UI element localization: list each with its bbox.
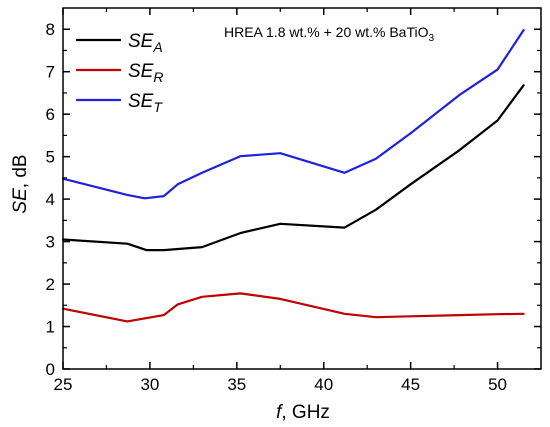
x-tick-label: 35 [227, 375, 246, 394]
annotation-subscript: 3 [429, 33, 435, 44]
legend: SEA SER SET [76, 31, 163, 115]
y-tick-label: 8 [46, 20, 55, 39]
y-tick-label: 4 [46, 190, 55, 209]
y-tick-label: 3 [46, 233, 55, 252]
x-tick-label: 40 [314, 375, 333, 394]
x-tick-label: 45 [401, 375, 420, 394]
y-tick-label: 7 [46, 63, 55, 82]
x-tick-label: 25 [54, 375, 73, 394]
chart-annotation: HREA 1.8 wt.% + 20 wt.% BaTiO3 [224, 24, 435, 44]
x-axis-label: f, GHz [276, 402, 330, 423]
x-tick-label: 30 [140, 375, 159, 394]
y-tick-label: 2 [46, 275, 55, 294]
series-se-r-line [61, 292, 525, 323]
plot-frame [62, 7, 542, 370]
y-axis-label-symbol: SE [10, 188, 31, 214]
legend-label: SET [128, 91, 163, 115]
x-axis-label-symbol: f [276, 402, 283, 423]
x-axis-label-unit: , GHz [281, 402, 330, 423]
x-tick-label: 50 [488, 375, 507, 394]
series-se-a-line [61, 84, 525, 252]
y-tick-label: 0 [46, 360, 55, 379]
y-tick-label: 1 [46, 318, 55, 337]
plot-content [61, 29, 525, 323]
legend-label: SEA [128, 31, 163, 55]
y-tick-label: 5 [46, 148, 55, 167]
y-axis-label-unit: , dB [10, 154, 31, 188]
y-tick-label: 6 [46, 105, 55, 124]
y-axis-label: SE, dB [10, 154, 31, 213]
legend-label: SER [128, 61, 163, 85]
series-se-t-line [61, 29, 525, 200]
